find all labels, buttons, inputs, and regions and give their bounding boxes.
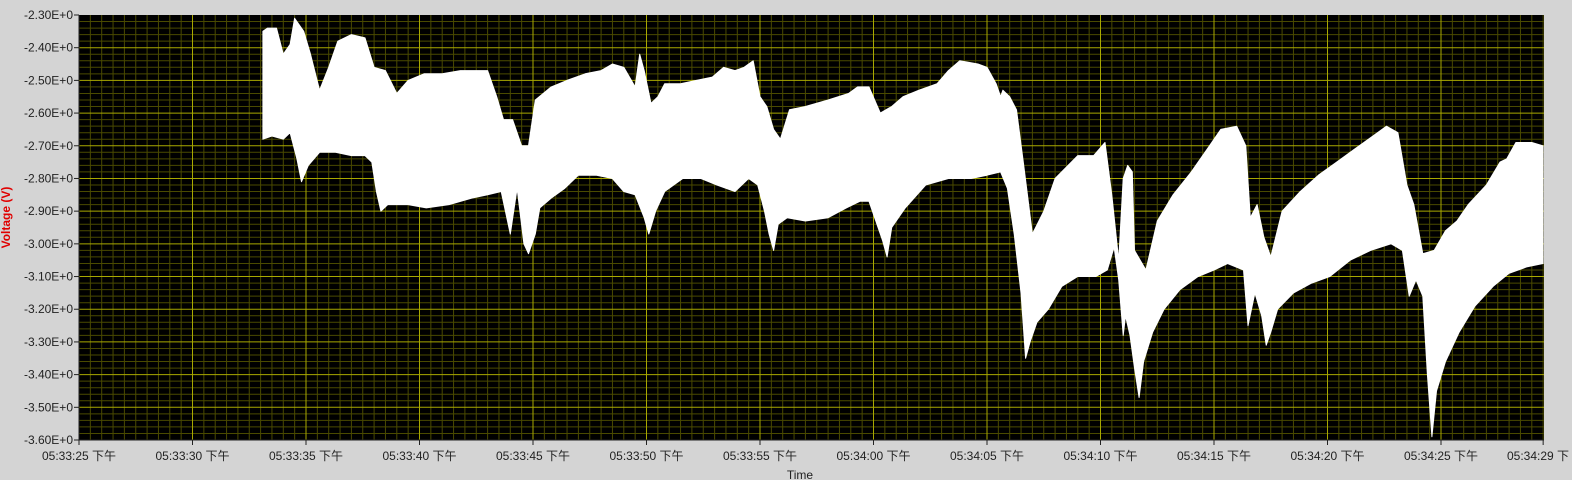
voltage-trace-band	[262, 17, 1544, 438]
x-tick-label: 05:34:29 下	[1507, 449, 1569, 463]
x-tick-label: 05:33:55 下午	[723, 449, 797, 463]
x-tick-label: 05:34:20 下午	[1290, 449, 1364, 463]
x-axis: 05:33:25 下午 05:33:30 下午 05:33:35 下午 05:33:4…	[42, 439, 1569, 463]
y-tick-label: -2.80E+0	[24, 171, 73, 185]
y-tick-label: -2.60E+0	[24, 106, 73, 120]
y-tick-label: -3.20E+0	[24, 302, 73, 316]
x-tick-label: 05:34:10 下午	[1063, 449, 1137, 463]
y-tick-label: -3.30E+0	[24, 335, 73, 349]
x-tick-label: 05:34:05 下午	[950, 449, 1024, 463]
x-tick-label: 05:33:35 下午	[269, 449, 343, 463]
x-tick-label: 05:34:25 下午	[1404, 449, 1478, 463]
x-tick-label: 05:33:45 下午	[496, 449, 570, 463]
y-axis: -2.30E+0 -2.40E+0 -2.50E+0 -2.60E+0 -2.70E+0…	[24, 8, 80, 447]
x-tick-label: 05:34:00 下午	[836, 449, 910, 463]
y-tick-label: -2.90E+0	[24, 204, 73, 218]
x-axis-label: Time	[787, 468, 814, 480]
y-tick-label: -2.50E+0	[24, 73, 73, 87]
trace-layer	[262, 17, 1544, 438]
y-tick-label: -3.10E+0	[24, 270, 73, 284]
y-tick-label: -3.40E+0	[24, 368, 73, 382]
x-tick-label: 05:33:30 下午	[155, 449, 229, 463]
y-axis-label: Voltage (V)	[0, 187, 13, 249]
y-tick-label: -3.00E+0	[24, 237, 73, 251]
y-tick-label: -3.50E+0	[24, 400, 73, 414]
y-tick-label: -3.60E+0	[24, 433, 73, 447]
x-tick-label: 05:33:40 下午	[382, 449, 456, 463]
x-tick-label: 05:33:25 下午	[42, 449, 116, 463]
y-tick-label: -2.40E+0	[24, 41, 73, 55]
x-tick-label: 05:34:15 下午	[1177, 449, 1251, 463]
y-tick-label: -2.30E+0	[24, 8, 73, 22]
x-tick-label: 05:33:50 下午	[609, 449, 683, 463]
y-tick-label: -2.70E+0	[24, 139, 73, 153]
